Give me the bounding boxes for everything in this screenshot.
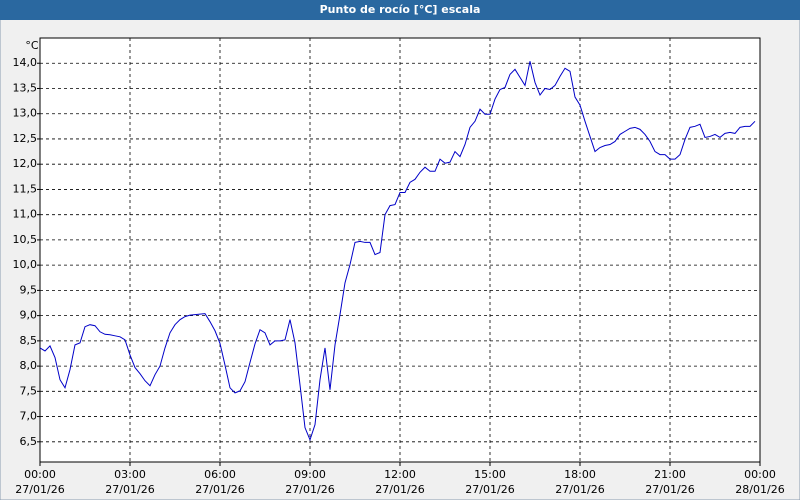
y-tick-label: 6,5 — [20, 435, 38, 448]
x-tick-label: 00:00 — [24, 468, 56, 481]
x-tick-label: 18:00 — [564, 468, 596, 481]
x-tick-date: 27/01/26 — [555, 483, 604, 496]
x-tick-date: 28/01/26 — [735, 483, 784, 496]
y-tick-label: 11,5 — [13, 182, 38, 195]
x-tick-date: 27/01/26 — [285, 483, 334, 496]
x-tick-date: 27/01/26 — [645, 483, 694, 496]
x-tick-label: 12:00 — [384, 468, 416, 481]
title-bar — [0, 0, 800, 20]
chart-title: Punto de rocío [°C] escala — [320, 3, 481, 16]
y-tick-label: 8,0 — [20, 359, 38, 372]
y-tick-label: 7,0 — [20, 410, 38, 423]
y-tick-label: 12,0 — [13, 157, 38, 170]
data-line — [39, 61, 756, 442]
y-tick-label: 10,5 — [13, 233, 38, 246]
y-unit: °C — [25, 39, 39, 52]
x-tick-date: 27/01/26 — [195, 483, 244, 496]
y-tick-label: 9,5 — [20, 283, 38, 296]
x-tick-label: 03:00 — [114, 468, 146, 481]
y-tick-label: 13,5 — [13, 81, 38, 94]
x-tick-label: 21:00 — [654, 468, 686, 481]
x-tick-label: 06:00 — [204, 468, 236, 481]
x-tick-date: 27/01/26 — [465, 483, 514, 496]
y-tick-label: 8,5 — [20, 334, 38, 347]
x-tick-date: 27/01/26 — [105, 483, 154, 496]
plot-border — [39, 37, 761, 463]
y-tick-label: 7,5 — [20, 384, 38, 397]
x-tick-label: 15:00 — [474, 468, 506, 481]
x-tick-label: 09:00 — [294, 468, 326, 481]
x-tick-date: 27/01/26 — [15, 483, 64, 496]
y-tick-label: 11,0 — [13, 208, 38, 221]
y-tick-label: 12,5 — [13, 132, 38, 145]
x-tick-date: 27/01/26 — [375, 483, 424, 496]
y-tick-label: 14,0 — [13, 56, 38, 69]
y-tick-label: 9,0 — [20, 309, 38, 322]
y-tick-label: 10,0 — [13, 258, 38, 271]
x-tick-label: 00:00 — [744, 468, 776, 481]
y-tick-label: 13,0 — [13, 107, 38, 120]
